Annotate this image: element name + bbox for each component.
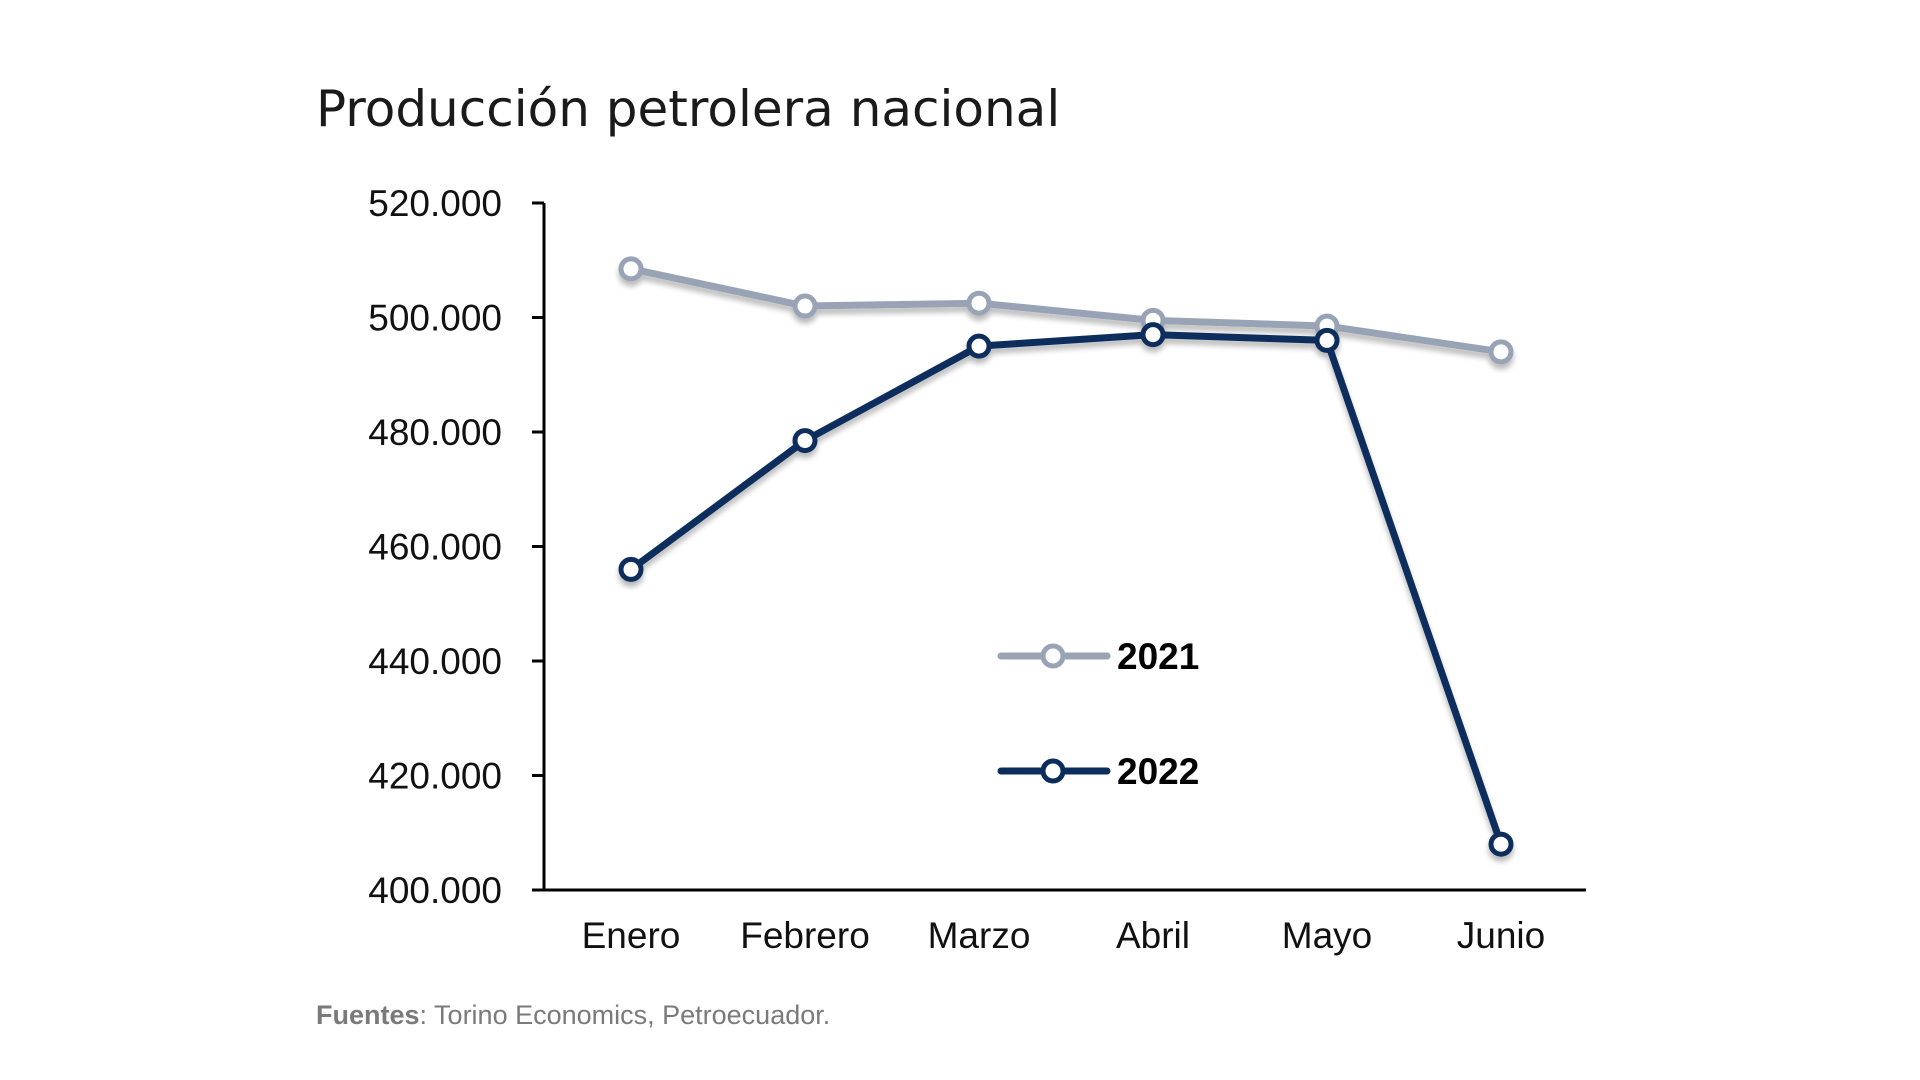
x-tick-label: Febrero [740, 915, 870, 956]
data-point [618, 256, 644, 282]
data-point [792, 293, 818, 319]
y-tick-label: 480.000 [368, 412, 502, 453]
y-tick-label: 500.000 [368, 298, 502, 339]
y-axis-ticks: 520.000 500.000 480.000 460.000 440.000 420.0… [368, 183, 544, 911]
data-point [618, 556, 644, 582]
legend-label: 2021 [1117, 636, 1199, 677]
x-tick-label: Enero [582, 915, 681, 956]
axes [542, 203, 1586, 892]
data-point [1488, 339, 1514, 365]
series-group [618, 256, 1514, 857]
chart-title: Producción petrolera nacional [316, 80, 1060, 138]
data-point [792, 428, 818, 454]
legend-label: 2022 [1117, 751, 1199, 792]
y-tick-label: 520.000 [368, 183, 502, 224]
series-2021 [618, 256, 1514, 365]
series-2022 [618, 322, 1514, 857]
data-point [966, 290, 992, 316]
x-tick-label: Mayo [1282, 915, 1372, 956]
x-axis-ticks: Enero Febrero Marzo Abril Mayo Junio [582, 915, 1546, 956]
legend-item: 2022 [997, 751, 1199, 792]
source-note: Fuentes: Torino Economics, Petroecuador. [316, 1000, 830, 1030]
series-line [627, 331, 1505, 848]
y-tick-label: 400.000 [368, 870, 502, 911]
x-tick-label: Junio [1457, 915, 1545, 956]
y-tick-label: 420.000 [368, 756, 502, 797]
source-label: Fuentes [316, 1000, 420, 1030]
data-point [1488, 831, 1514, 857]
y-tick-label: 440.000 [368, 641, 502, 682]
data-point [966, 333, 992, 359]
data-point [1314, 327, 1340, 353]
source-text: : Torino Economics, Petroecuador. [420, 1000, 831, 1030]
legend-item: 2021 [997, 636, 1199, 677]
x-tick-label: Abril [1116, 915, 1190, 956]
data-point [1140, 322, 1166, 348]
x-tick-label: Marzo [928, 915, 1031, 956]
legend: 2021 2022 [997, 636, 1199, 792]
series-line [627, 265, 1505, 356]
y-tick-label: 460.000 [368, 527, 502, 568]
legend-swatch-marker [1040, 643, 1066, 669]
legend-swatch-marker [1040, 758, 1066, 784]
